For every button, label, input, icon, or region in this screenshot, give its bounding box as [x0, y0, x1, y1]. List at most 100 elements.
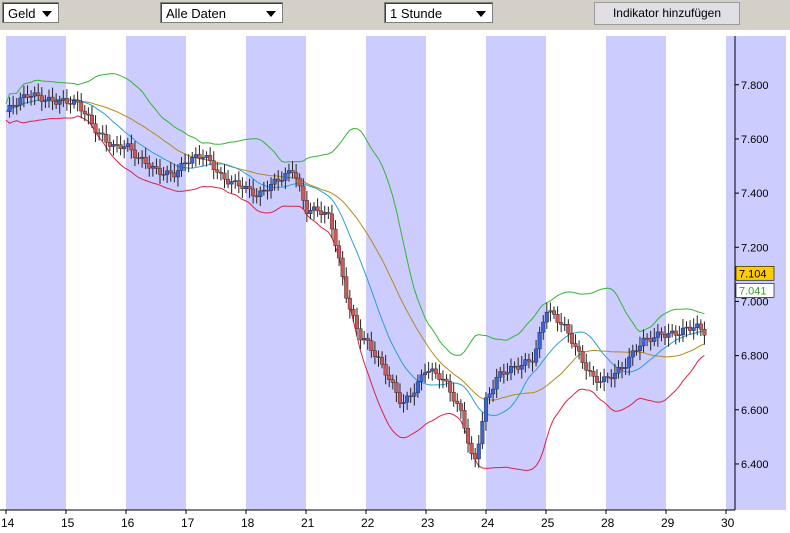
candle-body	[200, 157, 205, 159]
candle-body	[666, 332, 671, 338]
candle-body	[559, 322, 564, 325]
candle-body	[537, 332, 542, 350]
candle-body	[351, 308, 356, 316]
candle-body	[405, 395, 410, 403]
candle-body	[430, 368, 435, 372]
chevron-down-icon	[266, 11, 276, 17]
candle-body	[440, 378, 445, 381]
candle-body	[154, 166, 159, 169]
candle-body	[380, 357, 385, 365]
candle-body	[272, 178, 277, 185]
candle-body	[89, 114, 94, 124]
chevron-down-icon	[476, 11, 486, 17]
candle-body	[698, 323, 703, 330]
candle-body	[641, 337, 646, 347]
candlestick-chart: 7.800 7.600 7.400 7.200 7.000 6.800 6.600 6.400…	[0, 36, 786, 530]
range-select[interactable]: Alle Daten	[160, 2, 283, 23]
candle-body	[11, 105, 16, 107]
candle-body	[326, 212, 331, 215]
candle-body	[419, 374, 424, 382]
candle-body	[587, 370, 592, 372]
day-band	[126, 36, 186, 510]
x-tick-label: 24	[481, 516, 495, 530]
candle-body	[143, 156, 148, 164]
candle-body	[602, 376, 607, 382]
candle-body	[369, 340, 374, 351]
x-tick-label: 17	[181, 516, 195, 530]
candle-body	[509, 366, 514, 373]
candle-body	[183, 162, 188, 165]
candle-body	[448, 381, 453, 393]
candle-body	[483, 397, 488, 422]
candle-body	[415, 381, 420, 394]
candle-body	[437, 373, 442, 381]
x-tick-label: 29	[661, 516, 675, 530]
current-bid-label: 7.104	[739, 268, 767, 280]
candle-body	[333, 228, 338, 246]
interval-label: 1 Stunde	[390, 6, 443, 21]
range-label: Alle Daten	[166, 6, 226, 21]
candle-body	[455, 400, 460, 404]
candle-body	[573, 343, 578, 348]
candle-body	[562, 324, 567, 326]
candle-body	[129, 143, 134, 151]
candle-body	[534, 348, 539, 363]
x-tick-label: 23	[421, 516, 435, 530]
candle-body	[279, 180, 284, 182]
candle-body	[39, 95, 44, 102]
candle-body	[251, 188, 256, 197]
day-band	[486, 36, 546, 510]
candle-body	[423, 372, 428, 376]
candle-body	[100, 132, 105, 135]
candle-body	[21, 94, 26, 99]
candle-body	[637, 345, 642, 351]
y-tick-label: 7.400	[741, 188, 769, 200]
candle-body	[519, 365, 524, 370]
candle-body	[695, 323, 700, 328]
candle-body	[179, 162, 184, 171]
interval-select[interactable]: 1 Stunde	[384, 2, 493, 23]
current-other-box	[735, 283, 775, 298]
candle-body	[466, 427, 471, 444]
candle-body	[140, 156, 145, 159]
toolbar: Geld Alle Daten 1 Stunde Indikator hinzu…	[0, 0, 790, 30]
candle-body	[312, 206, 317, 211]
candle-body	[125, 143, 130, 147]
candle-body	[208, 155, 213, 161]
candle-body	[569, 332, 574, 344]
candle-body	[218, 172, 223, 174]
candle-body	[526, 359, 531, 362]
candle-body	[458, 403, 463, 411]
chart-area[interactable]: 7.800 7.600 7.400 7.200 7.000 6.800 6.600 6.400…	[0, 30, 790, 530]
candle-body	[616, 367, 621, 374]
day-band	[246, 36, 306, 510]
price-type-select[interactable]: Geld	[2, 2, 59, 23]
candle-body	[673, 330, 678, 336]
candle-body	[652, 337, 657, 342]
candle-body	[329, 213, 334, 230]
candle-body	[630, 350, 635, 358]
add-indicator-button[interactable]: Indikator hinzufügen	[594, 2, 740, 25]
x-tick-label: 18	[241, 516, 255, 530]
candle-body	[168, 170, 173, 174]
candle-body	[147, 163, 152, 169]
day-band	[366, 36, 426, 510]
candle-body	[627, 356, 632, 368]
candle-body	[197, 154, 202, 159]
candle-body	[620, 367, 625, 370]
candle-body	[376, 356, 381, 358]
candle-body	[283, 173, 288, 181]
candle-body	[61, 98, 66, 101]
candle-body	[294, 172, 299, 179]
chevron-down-icon	[42, 11, 52, 17]
candle-body	[663, 334, 668, 338]
candle-body	[107, 142, 112, 147]
x-tick-label: 28	[601, 516, 615, 530]
candle-body	[46, 96, 51, 101]
candle-body	[269, 183, 274, 191]
candle-body	[645, 337, 650, 340]
candle-body	[186, 162, 191, 165]
candle-body	[408, 395, 413, 398]
candle-body	[276, 178, 281, 182]
candle-body	[229, 181, 234, 185]
